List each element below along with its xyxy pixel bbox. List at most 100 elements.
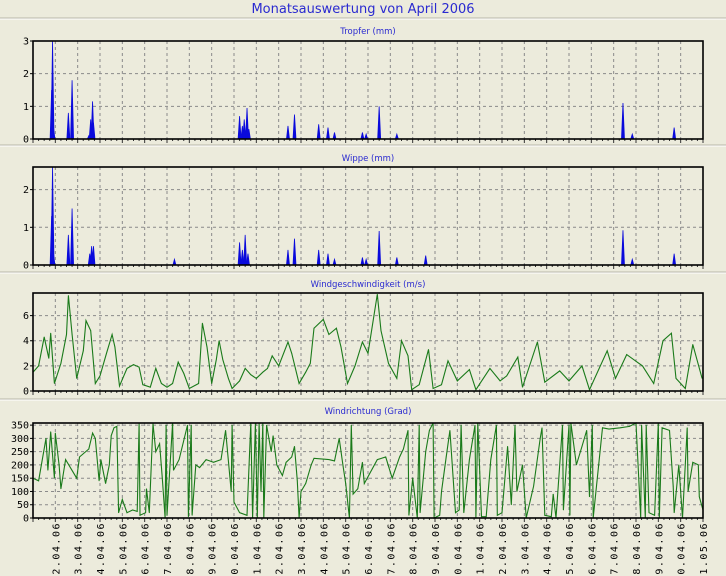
data-point <box>313 327 315 329</box>
rain-bar <box>292 114 297 140</box>
data-point <box>441 384 442 386</box>
data-point <box>439 514 441 516</box>
data-point <box>407 430 409 431</box>
data-point <box>362 341 363 343</box>
data-point <box>38 480 39 482</box>
data-point <box>581 365 583 367</box>
data-point <box>187 424 188 426</box>
data-point <box>469 369 470 371</box>
data-point <box>230 491 232 492</box>
data-point <box>79 456 80 458</box>
y-tick-label: 300 <box>11 434 29 445</box>
data-point <box>225 430 227 431</box>
y-tick-label: 3 <box>23 37 29 48</box>
data-point <box>670 332 672 334</box>
x-tick-label: 11.04.06 <box>252 522 263 576</box>
y-tick-label: 0 <box>23 514 29 525</box>
data-point <box>287 341 289 343</box>
data-point <box>294 445 295 447</box>
data-point <box>517 356 519 358</box>
rain-bar <box>621 230 625 266</box>
data-point <box>47 469 49 471</box>
data-point <box>455 512 456 514</box>
data-point <box>285 461 287 463</box>
x-tick-label: 03.04.06 <box>74 522 85 576</box>
data-point <box>92 432 93 434</box>
data-point <box>54 383 55 384</box>
data-point <box>148 512 150 514</box>
data-point <box>347 383 348 384</box>
x-tick-label: 04.04.06 <box>96 522 107 576</box>
data-point <box>362 461 363 463</box>
data-point <box>407 355 409 357</box>
data-point <box>183 373 185 374</box>
data-point <box>428 349 429 350</box>
data-point <box>90 330 92 332</box>
plot-frame <box>32 422 704 519</box>
data-point <box>211 383 213 384</box>
x-tick-label: 21.04.06 <box>476 522 487 576</box>
data-point <box>697 464 699 466</box>
panel-title-wippe: Wippe (mm) <box>342 154 395 164</box>
data-point <box>591 424 593 426</box>
x-tick-label: 28.04.06 <box>632 522 643 576</box>
data-point <box>233 501 235 503</box>
data-point <box>456 380 458 382</box>
x-tick-label: 02.04.06 <box>51 522 62 576</box>
panel-windspeed: 0 2 4 6 <box>0 292 726 401</box>
plot-frame <box>32 166 704 266</box>
data-point <box>100 459 102 461</box>
data-point <box>220 459 222 461</box>
x-tick-label: 14.04.06 <box>319 522 330 576</box>
data-point <box>559 370 561 372</box>
data-point <box>345 483 347 484</box>
rain-bar <box>50 166 55 266</box>
panel-wippe: 0 1 2 <box>0 166 726 274</box>
data-point <box>568 380 570 382</box>
data-point <box>687 491 689 492</box>
data-point <box>159 443 160 445</box>
y-tick-label: 1 <box>23 102 29 113</box>
data-point <box>678 464 680 466</box>
data-point <box>506 375 508 377</box>
data-point <box>589 389 590 391</box>
data-point <box>541 427 543 429</box>
data-point <box>98 480 100 482</box>
data-point <box>305 371 307 373</box>
x-tick-label: 13.04.06 <box>297 522 308 576</box>
data-point <box>401 340 402 342</box>
x-tick-label: 29.04.06 <box>654 522 665 576</box>
data-point <box>201 322 203 324</box>
data-point <box>449 430 451 431</box>
data-point <box>418 424 420 426</box>
data-point <box>340 346 342 348</box>
data-point <box>313 457 315 459</box>
data-point <box>82 350 84 352</box>
data-point <box>172 383 173 384</box>
plot-frame <box>32 292 704 392</box>
data-point <box>116 426 118 427</box>
rain-bar <box>246 253 250 266</box>
rain-bar <box>326 253 330 266</box>
data-point <box>489 367 491 369</box>
data-point <box>300 491 302 492</box>
data-point <box>48 357 50 359</box>
data-point <box>354 365 356 367</box>
data-point <box>586 430 588 431</box>
data-point <box>276 464 278 466</box>
x-tick-label: 23.04.06 <box>520 522 531 576</box>
rain-bar <box>50 40 55 140</box>
data-point <box>441 491 442 492</box>
data-point <box>76 378 78 379</box>
data-point <box>460 424 462 426</box>
data-point <box>54 477 55 479</box>
data-point <box>165 424 167 426</box>
rain-bar <box>286 249 290 266</box>
rain-bar <box>237 116 242 140</box>
data-point <box>85 320 87 322</box>
rain-bar <box>377 106 382 140</box>
panel-title-tropfer: Tropfer (mm) <box>339 27 395 37</box>
x-tick-label: 10.04.06 <box>230 522 241 576</box>
data-point <box>463 512 465 514</box>
data-point <box>514 424 516 426</box>
